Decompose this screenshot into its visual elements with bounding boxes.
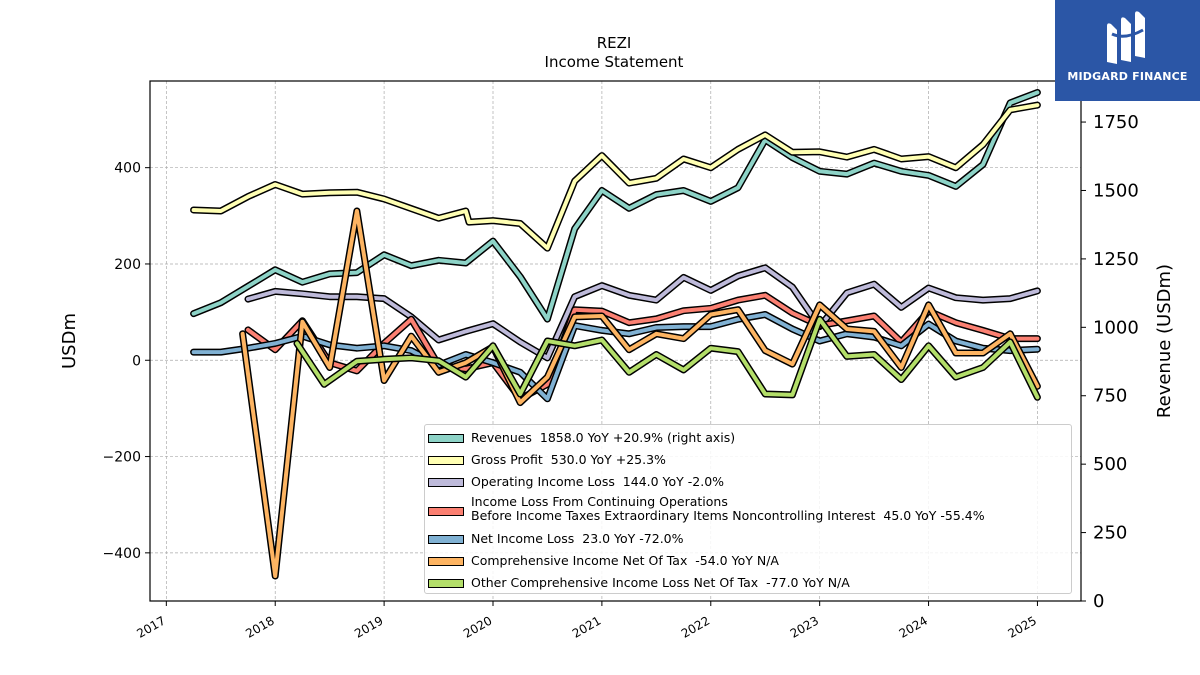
legend-swatch xyxy=(428,578,464,588)
series-line xyxy=(240,209,1040,578)
legend-label: Operating Income Loss 144.0 YoY -2.0% xyxy=(471,474,725,489)
legend-label: Income Loss From Continuing Operations B… xyxy=(471,494,985,523)
y-tick-label-left: 200 xyxy=(114,257,141,273)
chart-legend: Revenues 1858.0 YoY +20.9% (right axis) G… xyxy=(424,424,1072,594)
legend-swatch xyxy=(428,556,464,566)
brand-badge: MIDGARD FINANCE xyxy=(1055,0,1200,101)
legend-label: Comprehensive Income Net Of Tax -54.0 Yo… xyxy=(471,553,779,568)
series-layer xyxy=(190,89,1041,580)
x-tick-label: 2019 xyxy=(352,613,385,640)
y-tick-label-right: 1750 xyxy=(1093,112,1139,133)
series-line-outline xyxy=(190,89,1041,323)
x-tick-label: 2020 xyxy=(461,613,494,640)
x-tick-label: 2025 xyxy=(1005,613,1038,640)
y-tick-label-left: 0 xyxy=(132,353,141,369)
legend-label: Other Comprehensive Income Loss Net Of T… xyxy=(471,575,850,590)
series-line xyxy=(246,265,1040,360)
plot-area-frame xyxy=(149,80,1082,602)
series-6 xyxy=(239,207,1041,580)
y-axis-label-right: Revenue (USDm) xyxy=(1154,264,1175,418)
legend-item: Net Income Loss 23.0 YoY -72.0% xyxy=(425,532,1065,546)
series-line xyxy=(191,90,1040,322)
legend-item: Revenues 1858.0 YoY +20.9% (right axis) xyxy=(425,431,1065,445)
legend-swatch xyxy=(428,455,464,465)
chart-subtitle: Income Statement xyxy=(545,53,684,71)
legend-item: Operating Income Loss 144.0 YoY -2.0% xyxy=(425,475,1065,489)
series-2 xyxy=(190,101,1041,252)
x-tick-label: 2017 xyxy=(134,613,167,640)
y-axis-label-left: USDm xyxy=(59,313,80,369)
legend-item: Gross Profit 530.0 YoY +25.3% xyxy=(425,453,1065,467)
y-tick-label-left: 400 xyxy=(114,161,141,177)
y-tick-label-right: 0 xyxy=(1093,591,1104,612)
series-3 xyxy=(244,264,1041,362)
legend-item: Comprehensive Income Net Of Tax -54.0 Yo… xyxy=(425,554,1065,568)
legend-item: Other Comprehensive Income Loss Net Of T… xyxy=(425,576,1065,590)
legend-label: Gross Profit 530.0 YoY +25.3% xyxy=(471,452,666,467)
series-line-outline xyxy=(190,101,1041,252)
x-tick-label: 2023 xyxy=(788,613,821,640)
series-1 xyxy=(190,89,1041,323)
y-tick-label-left: −200 xyxy=(103,450,141,466)
y-tick-label-left: −400 xyxy=(103,546,141,562)
legend-item: Income Loss From Continuing Operations B… xyxy=(425,495,1065,527)
chart-title: REZI xyxy=(597,34,632,52)
legend-label: Revenues 1858.0 YoY +20.9% (right axis) xyxy=(471,430,736,445)
x-tick-label: 2022 xyxy=(679,613,712,640)
y-tick-label-right: 750 xyxy=(1093,386,1127,407)
legend-swatch xyxy=(428,433,464,443)
legend-swatch xyxy=(428,506,464,516)
x-tick-label: 2018 xyxy=(243,613,276,640)
series-line xyxy=(191,103,1040,251)
y-tick-label-right: 250 xyxy=(1093,523,1127,544)
y-tick-label-right: 1250 xyxy=(1093,249,1139,270)
y-tick-label-right: 1500 xyxy=(1093,180,1139,201)
legend-swatch xyxy=(428,477,464,487)
x-tick-label: 2024 xyxy=(897,613,930,640)
series-line xyxy=(295,317,1040,400)
y-tick-label-right: 500 xyxy=(1093,454,1127,475)
x-tick-label: 2021 xyxy=(570,613,603,640)
midgard-logo-icon xyxy=(1107,11,1145,64)
legend-swatch xyxy=(428,534,464,544)
series-7 xyxy=(293,315,1041,401)
legend-label: Net Income Loss 23.0 YoY -72.0% xyxy=(471,531,684,546)
brand-name: MIDGARD FINANCE xyxy=(1067,70,1188,83)
y-tick-label-right: 1000 xyxy=(1093,317,1139,338)
